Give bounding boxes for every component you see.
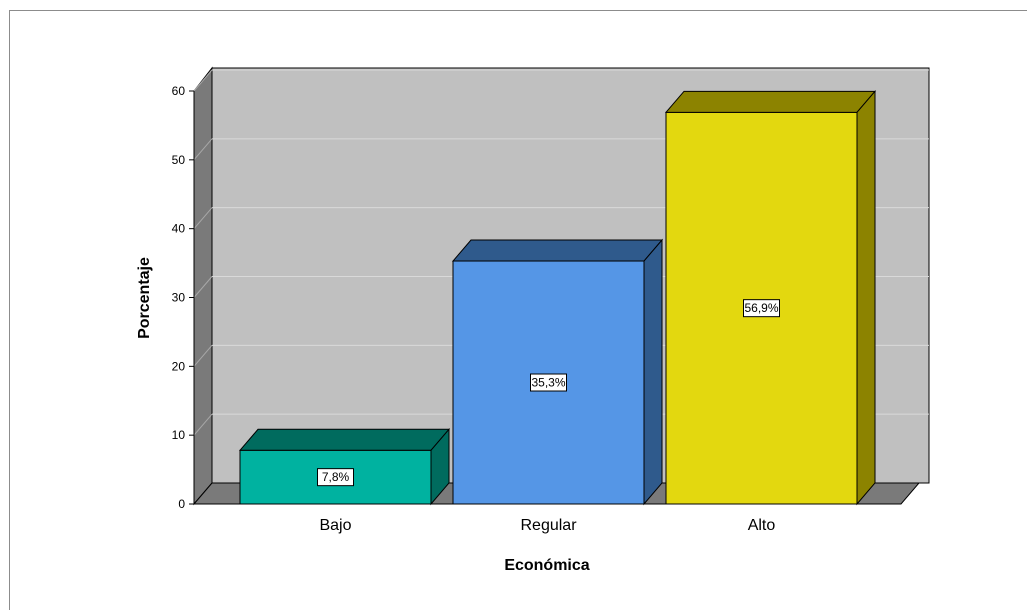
chart-frame: 0 10 20 30 40 50 60 7,8% 35,3% 56,9% Bajo Regular… (9, 10, 1027, 610)
data-label-box (743, 299, 780, 318)
bar-side-bajo (430, 427, 450, 506)
data-label: 35,3% (531, 376, 565, 390)
y-tick-label: 0 (178, 497, 185, 511)
bar-top-alto (664, 90, 877, 113)
y-ticks: 0 10 20 30 40 50 60 (172, 84, 194, 511)
bar-side-regular (643, 238, 663, 506)
x-tick-label-alto: Alto (748, 517, 776, 534)
gridline-side (193, 138, 213, 161)
data-label-box (530, 373, 567, 392)
data-label-box (317, 468, 354, 487)
x-tick-labels: Bajo Regular Alto (319, 517, 775, 534)
data-label: 56,9% (744, 301, 778, 315)
gridline-side (193, 413, 213, 436)
gridline-side (193, 207, 213, 229)
y-axis-title: Porcentaje (136, 257, 153, 339)
bar-top-bajo (238, 428, 451, 451)
y-tick-label: 60 (172, 84, 186, 98)
x-axis-title: Económica (504, 557, 589, 574)
x-tick-label-regular: Regular (520, 517, 577, 534)
y-tick-label: 10 (172, 428, 186, 442)
y-tick-label: 40 (172, 222, 186, 236)
gridline-side (193, 345, 213, 367)
gridline-side (193, 69, 213, 92)
bar-group-bajo: 7,8% (238, 427, 451, 506)
y-tick-label: 20 (172, 359, 186, 373)
bar-group-alto: 56,9% (664, 89, 877, 506)
y-tick-label: 50 (172, 153, 186, 167)
x-tick-label-bajo: Bajo (319, 517, 351, 534)
bar-bajo (239, 449, 432, 505)
data-label: 7,8% (322, 470, 350, 484)
bar-side-alto (856, 89, 876, 506)
y-tick-label: 30 (172, 291, 186, 305)
plot-left-wall (193, 66, 213, 506)
gridline-side (193, 276, 213, 298)
bars: 7,8% 35,3% 56,9% (238, 89, 877, 506)
bar-group-regular: 35,3% (451, 238, 664, 506)
bar-top-regular (451, 239, 664, 262)
bar-chart: 0 10 20 30 40 50 60 7,8% 35,3% 56,9% Bajo Regular… (136, 66, 930, 574)
